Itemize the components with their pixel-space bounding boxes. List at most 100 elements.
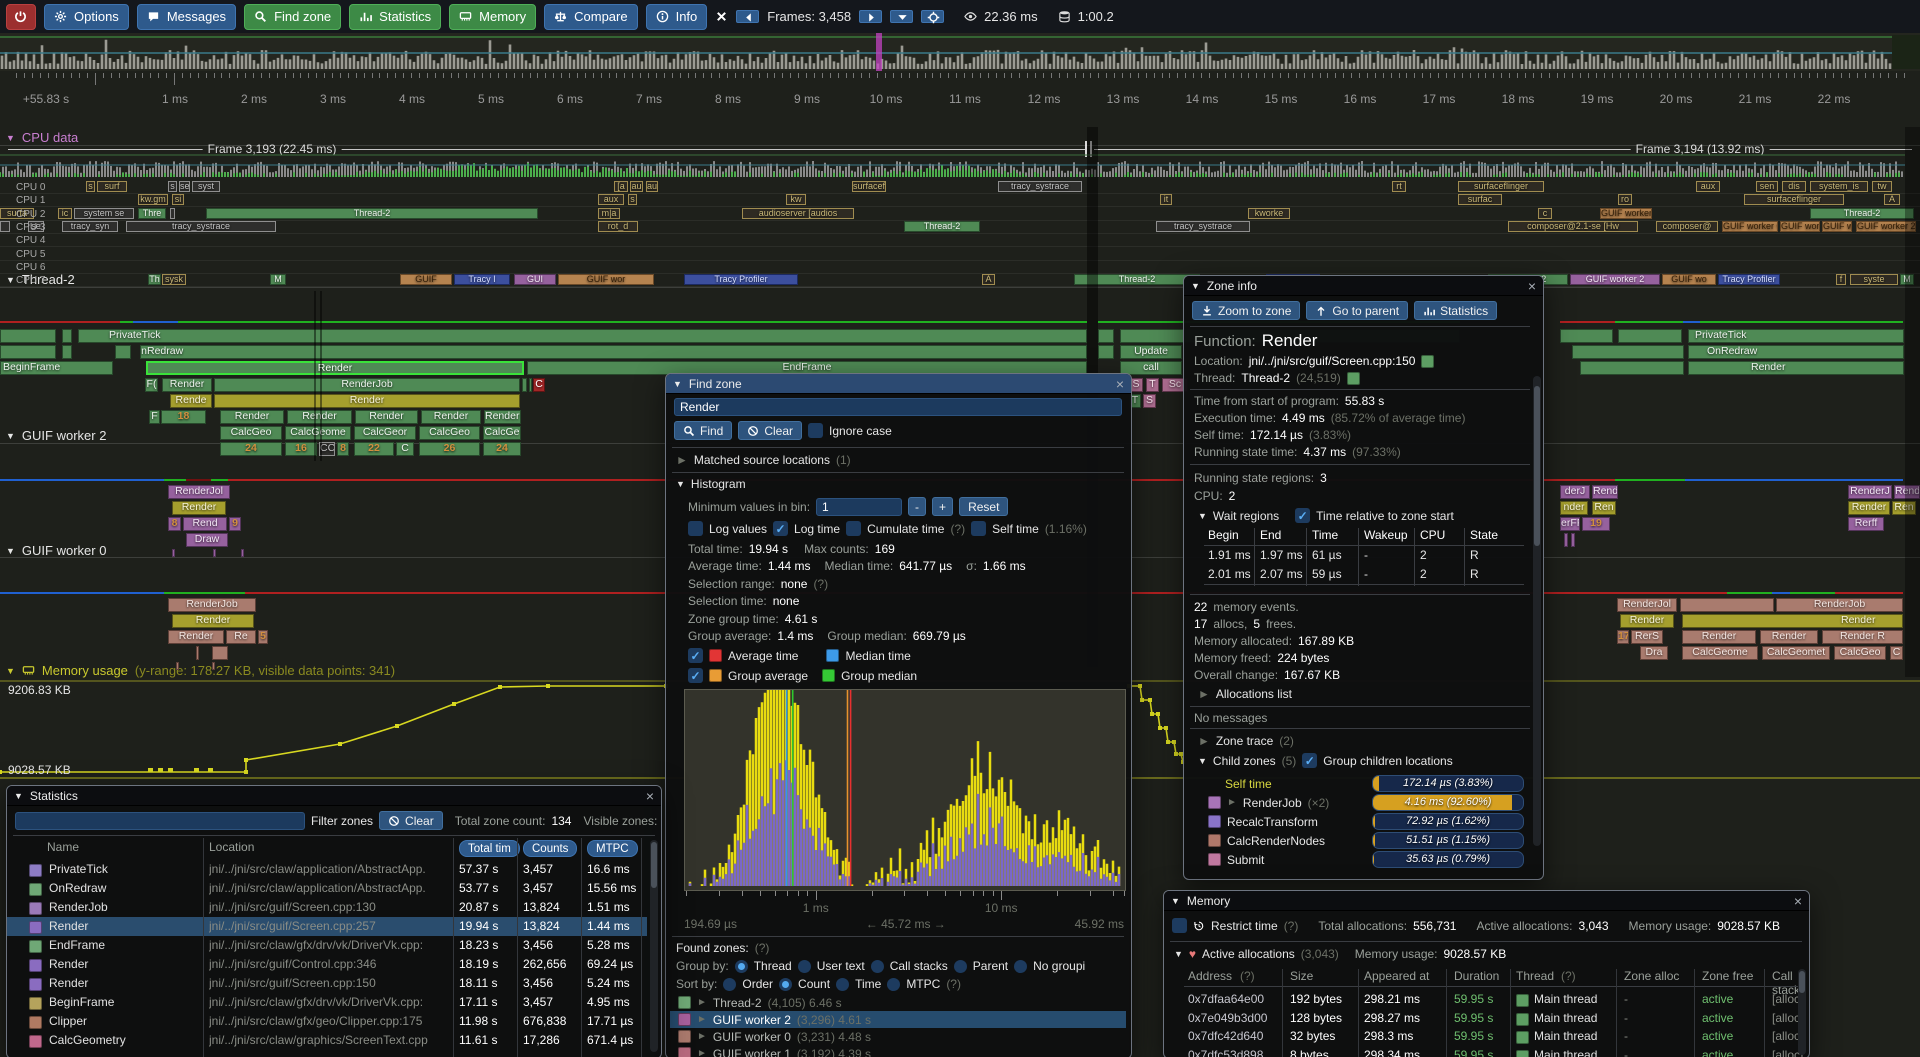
- statistics-button[interactable]: Statistics: [1414, 301, 1498, 320]
- timeline-zone[interactable]: [1098, 345, 1114, 359]
- timeline-zone[interactable]: 5: [258, 630, 268, 644]
- timeline-zone[interactable]: 17: [1617, 630, 1629, 644]
- child-zone-row[interactable]: RecalcTransform 72.92 µs (1.62%): [1184, 812, 1536, 831]
- found-zone-group-row[interactable]: ► Thread-2 (4,105) 6.46 s: [670, 994, 1126, 1011]
- log-time-checkbox[interactable]: [773, 521, 789, 536]
- sort-by-radio-mtpc[interactable]: [887, 977, 901, 991]
- reset-button[interactable]: Reset: [959, 497, 1009, 516]
- options-button[interactable]: Options: [44, 3, 129, 30]
- timeline-zone[interactable]: OnRedraw: [1688, 345, 1904, 359]
- statistics-row[interactable]: Clipper jni/../jni/src/claw/gfx/geo/Clipp…: [7, 1012, 647, 1031]
- cpu-timeline-zone[interactable]: Tracy Profiler: [1718, 274, 1780, 286]
- section-header-thread-2[interactable]: ▼ Thread-2: [6, 272, 75, 287]
- timeline-zone[interactable]: [176, 662, 179, 670]
- min-bin-input[interactable]: 1: [816, 497, 903, 516]
- expand-icon[interactable]: ►: [1198, 734, 1210, 748]
- column-zone-alloc[interactable]: Zone alloc: [1624, 969, 1680, 983]
- cpu-timeline-zone[interactable]: Tracy Profiler: [684, 274, 798, 286]
- restrict-time-checkbox[interactable]: [1172, 918, 1187, 933]
- cpu-timeline-zone[interactable]: [a: [614, 181, 628, 192]
- child-zone-row[interactable]: ► RenderJob (×2) 4.16 ms (92.60%): [1184, 793, 1536, 812]
- timeline-zone[interactable]: [62, 345, 72, 359]
- timeline-zone[interactable]: RerS: [1631, 630, 1663, 644]
- cpu-timeline-zone[interactable]: GUIF work: [1780, 220, 1820, 232]
- cpu-timeline-zone[interactable]: sen: [1756, 181, 1778, 192]
- frame-overview-strip[interactable]: [0, 33, 1920, 71]
- expand-icon[interactable]: ►: [676, 453, 688, 467]
- previous-frame-button[interactable]: [736, 10, 760, 23]
- tools-icon[interactable]: [715, 10, 728, 23]
- timeline-zone[interactable]: Sc: [1162, 378, 1188, 392]
- collapse-icon[interactable]: ▼: [1198, 510, 1207, 521]
- timeline-zone[interactable]: F(: [145, 378, 158, 392]
- timeline-zone[interactable]: Render: [214, 394, 520, 408]
- timeline-zone[interactable]: C: [1890, 646, 1903, 660]
- close-icon[interactable]: ×: [1115, 375, 1124, 392]
- cpu-timeline-zone[interactable]: GUIF worker 2: [1570, 274, 1660, 286]
- collapse-icon[interactable]: ▼: [14, 790, 23, 801]
- relative-time-checkbox[interactable]: [1295, 508, 1311, 523]
- timeline-zone[interactable]: [196, 646, 199, 660]
- timeline-zone[interactable]: 19: [1582, 517, 1610, 531]
- timeline-zone[interactable]: RenderJol: [1617, 598, 1677, 612]
- timeline-zone[interactable]: Render: [1760, 630, 1818, 644]
- group-by-radio-no-groupi[interactable]: [1014, 959, 1028, 973]
- timeline-zone[interactable]: Render: [168, 630, 224, 644]
- timeline-zone[interactable]: Render: [421, 410, 481, 424]
- timeline-zone[interactable]: [1571, 533, 1575, 547]
- timeline-zone[interactable]: Render: [1848, 501, 1890, 515]
- cpu-timeline-zone[interactable]: s: [86, 181, 95, 192]
- cpu-timeline-zone[interactable]: au: [630, 181, 643, 192]
- close-icon[interactable]: ×: [1527, 277, 1536, 294]
- cpu-timeline-zone[interactable]: surfacef: [852, 181, 886, 192]
- cpu-timeline-zone[interactable]: Th: [148, 274, 161, 286]
- sort-by-radio-order[interactable]: [723, 977, 737, 991]
- statistics-row[interactable]: Render jni/../jni/src/guif/Screen.cpp:257…: [7, 917, 647, 936]
- close-icon[interactable]: ×: [1793, 892, 1802, 909]
- timeline-zone[interactable]: Rend: [183, 517, 227, 531]
- scrollbar[interactable]: [1798, 969, 1806, 1055]
- timeline-zone[interactable]: nder: [1560, 501, 1588, 515]
- found-zone-group-row[interactable]: ► GUIF worker 0 (3,231) 4.48 s: [670, 1028, 1126, 1045]
- timeline-zone[interactable]: Render: [1682, 630, 1756, 644]
- cpu-timeline-zone[interactable]: rot_d: [598, 220, 638, 232]
- timeline-zone[interactable]: [1680, 598, 1774, 612]
- statistics-row[interactable]: CalcGeometry jni/../jni/src/claw/graphics…: [7, 1031, 647, 1050]
- statistics-row[interactable]: BeginFrame jni/../jni/src/claw/gfx/drv/vk…: [7, 993, 647, 1012]
- timeline-zone[interactable]: Render: [355, 410, 418, 424]
- timeline-zone[interactable]: Render: [162, 378, 212, 392]
- column-zone-free[interactable]: Zone free: [1702, 969, 1754, 983]
- cpu-timeline-zone[interactable]: tw: [1872, 181, 1892, 192]
- timeline-zone[interactable]: C: [396, 442, 414, 456]
- clear-filter-button[interactable]: Clear: [379, 811, 443, 830]
- statistics-row[interactable]: OnRedraw jni/../jni/src/claw/application/…: [7, 879, 647, 898]
- statistics-row[interactable]: Render jni/../jni/src/guif/Control.cpp:34…: [7, 955, 647, 974]
- cpu-timeline-zone[interactable]: GUIF wo: [1662, 274, 1716, 286]
- section-header-guif-worker-2[interactable]: ▼ GUIF worker 2: [6, 428, 107, 443]
- column-address[interactable]: Address: [1188, 969, 1233, 983]
- filter-input[interactable]: [15, 811, 305, 830]
- timeline-zone[interactable]: 8: [337, 442, 349, 456]
- self-time-checkbox[interactable]: [971, 521, 987, 536]
- timeline-zone[interactable]: Render: [172, 614, 254, 628]
- timeline-zone[interactable]: [1572, 345, 1684, 359]
- timeline-zone[interactable]: BeginFrame: [0, 361, 113, 375]
- timeline-zone[interactable]: call: [1120, 361, 1182, 375]
- timeline-zone[interactable]: [212, 646, 228, 660]
- timeline-zone[interactable]: Render: [1620, 614, 1674, 628]
- cpu-timeline-zone[interactable]: Thre: [138, 207, 166, 219]
- cpu-timeline-zone[interactable]: c: [1538, 207, 1552, 219]
- timeline-zone[interactable]: Render: [172, 501, 226, 515]
- expand-icon[interactable]: ►: [1198, 687, 1210, 701]
- timeline-zone[interactable]: Render F: [484, 410, 521, 424]
- scrollbar[interactable]: [1533, 376, 1541, 846]
- timeline-zone[interactable]: 16: [285, 442, 317, 456]
- cpu-timeline-zone[interactable]: f: [1836, 274, 1846, 286]
- timeline-zone[interactable]: [1560, 329, 1613, 343]
- timeline-zone[interactable]: RenderJ: [1848, 485, 1892, 499]
- collapse-icon[interactable]: ▼: [1171, 895, 1180, 906]
- messages-button[interactable]: Messages: [136, 3, 237, 30]
- cpu-timeline-zone[interactable]: GUIF w: [1822, 220, 1852, 232]
- cpu-timeline-zone[interactable]: system se: [74, 207, 134, 219]
- column-location[interactable]: Location: [209, 840, 255, 854]
